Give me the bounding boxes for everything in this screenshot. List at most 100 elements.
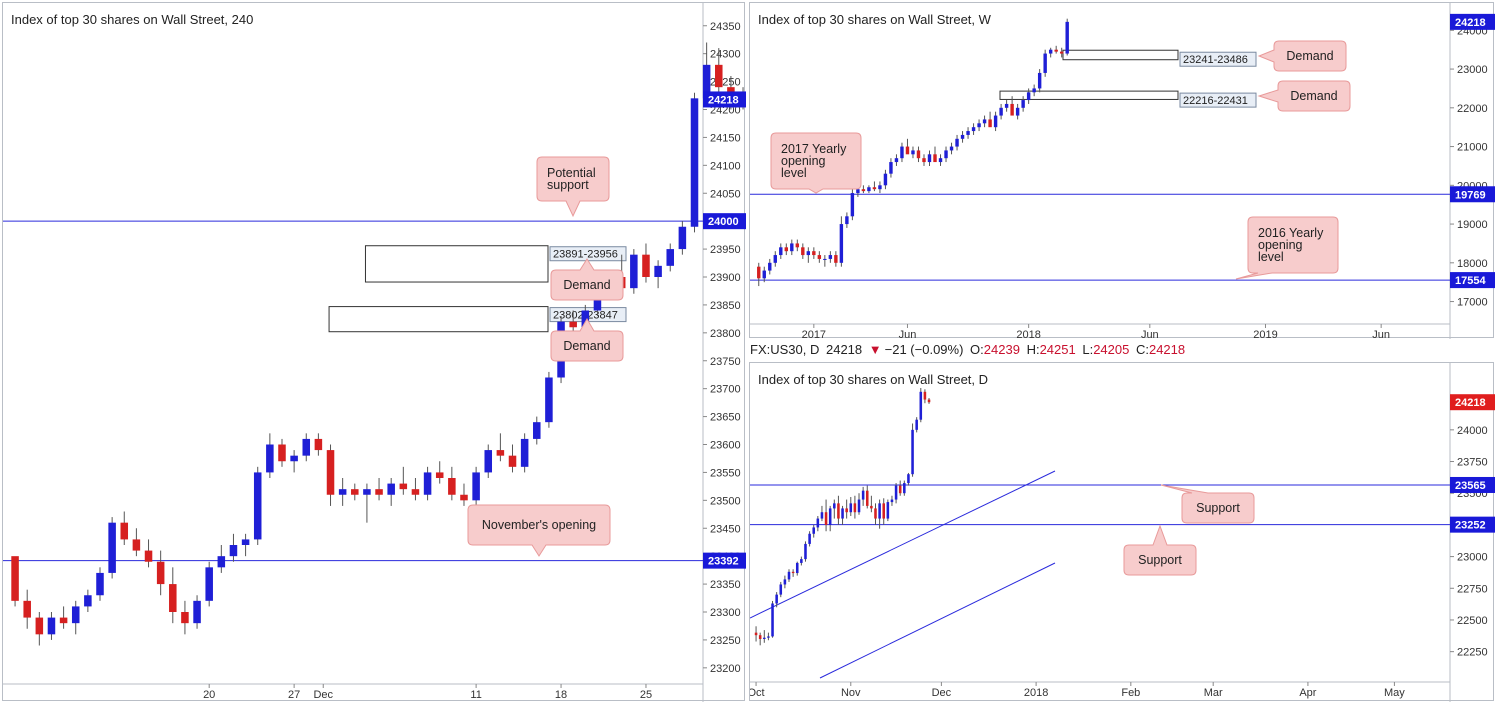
- candle-body: [144, 550, 153, 562]
- candle-body: [767, 636, 770, 638]
- candle-body: [1037, 72, 1042, 89]
- level-price-box: [1450, 186, 1495, 203]
- h4-chart[interactable]: 2320023250233002335023400234502350023550…: [3, 3, 746, 702]
- candle-body: [169, 584, 177, 612]
- candle-body: [59, 617, 68, 624]
- y-tick-label: 23850: [710, 300, 741, 312]
- candle-body: [47, 617, 56, 635]
- bar-info-high-label: H:: [1026, 342, 1040, 357]
- y-tick-label: 23000: [1457, 64, 1488, 76]
- candle-body: [889, 162, 893, 174]
- y-tick-label: 19000: [1457, 219, 1488, 231]
- callout-bubble: [1257, 80, 1351, 112]
- candle-body: [411, 489, 420, 495]
- demand-zone-label: 23891-23956: [553, 249, 618, 261]
- candle-body: [790, 243, 794, 252]
- y-tick-label: 24150: [710, 132, 741, 144]
- candle-body: [944, 150, 948, 159]
- candle-body: [771, 603, 774, 637]
- daily-chart[interactable]: 2225022500227502300023250235002375024000…: [750, 363, 1495, 702]
- candle-body: [1032, 88, 1036, 93]
- candle-body: [1021, 100, 1025, 108]
- callout-bubble: [550, 258, 624, 301]
- x-tick-label: 11: [470, 689, 481, 701]
- candle-body: [812, 527, 815, 534]
- candle-body: [960, 134, 965, 139]
- callout-bubble: [1160, 484, 1255, 524]
- x-tick-label: Nov: [841, 687, 861, 699]
- weekly-chart[interactable]: 1700018000190002000021000220002300024000…: [750, 3, 1495, 339]
- x-tick-label: 18: [555, 689, 567, 701]
- candle-body: [775, 594, 778, 604]
- level-price-box: [703, 213, 746, 230]
- candle-body: [23, 600, 31, 618]
- candle-body: [1048, 49, 1053, 54]
- x-tick-label: May: [1384, 687, 1405, 699]
- candle-body: [845, 508, 848, 513]
- candle-body: [156, 561, 165, 585]
- callout-bubble: [550, 318, 624, 362]
- y-tick-label: 21000: [1457, 142, 1488, 154]
- callout-text: level: [781, 166, 807, 180]
- candle-body: [938, 158, 943, 163]
- daily-chart-panel[interactable]: 2225022500227502300023250235002375024000…: [749, 362, 1495, 702]
- candle-body: [916, 150, 921, 159]
- candle-body: [890, 499, 894, 503]
- candle-body: [1010, 103, 1014, 116]
- candle-body: [966, 131, 970, 135]
- y-tick-label: 23700: [710, 384, 741, 396]
- demand-zone-label: 22216-22431: [1183, 95, 1248, 107]
- weekly-chart-panel[interactable]: 1700018000190002000021000220002300024000…: [749, 2, 1495, 339]
- candle-body: [839, 224, 844, 263]
- level-price-label: 19769: [1455, 189, 1486, 201]
- x-tick-label: Jun: [899, 329, 917, 339]
- candle-body: [971, 127, 976, 132]
- candle-body: [823, 258, 827, 260]
- candle-body: [520, 438, 529, 467]
- candle-body: [993, 115, 998, 128]
- candle-body: [894, 158, 899, 163]
- x-tick-label: 2017: [802, 329, 826, 339]
- candle-body: [787, 571, 791, 580]
- y-tick-label: 22000: [1457, 103, 1488, 115]
- candle-body: [903, 483, 906, 494]
- y-tick-label: 23550: [710, 467, 741, 479]
- candle-body: [593, 293, 602, 311]
- h4-chart-panel[interactable]: 2320023250233002335023400234502350023550…: [2, 2, 746, 702]
- level-price-label: 23565: [1455, 480, 1486, 492]
- candle-body: [702, 64, 711, 99]
- candle-body: [545, 377, 553, 423]
- candle-body: [878, 185, 882, 190]
- candle-body: [894, 485, 898, 500]
- candle-body: [845, 216, 849, 225]
- demand-zone: [328, 306, 549, 333]
- weekly-chart-title: Index of top 30 shares on Wall Street, W: [758, 12, 991, 27]
- h4-chart-title: Index of top 30 shares on Wall Street, 2…: [11, 12, 254, 27]
- candle-body: [849, 503, 853, 513]
- y-tick-label: 23000: [1457, 552, 1488, 564]
- candle-body: [642, 254, 650, 277]
- y-tick-label: 24050: [710, 188, 741, 200]
- level-price-box: [1450, 516, 1495, 533]
- candle-body: [824, 512, 828, 525]
- candle-body: [1065, 21, 1069, 54]
- candle-body: [387, 483, 395, 495]
- callout-bubble: [536, 156, 610, 218]
- candle-body: [833, 503, 836, 509]
- candle-body: [423, 472, 432, 495]
- candle-body: [808, 533, 811, 544]
- x-tick-label: Apr: [1299, 687, 1316, 699]
- y-tick-label: 23800: [710, 328, 741, 340]
- candle-body: [132, 539, 141, 551]
- candle-body: [496, 450, 505, 456]
- y-tick-label: 23300: [710, 607, 741, 619]
- down-arrow-icon: ▼: [868, 342, 882, 357]
- candle-body: [338, 489, 347, 495]
- callout-bubble: [1235, 216, 1339, 280]
- candle-body: [861, 490, 865, 500]
- level-price-label: 24000: [708, 216, 739, 228]
- candle-body: [326, 450, 335, 495]
- callout-text: Potential: [547, 166, 596, 180]
- candle-body: [784, 247, 789, 252]
- demand-zone: [999, 90, 1179, 100]
